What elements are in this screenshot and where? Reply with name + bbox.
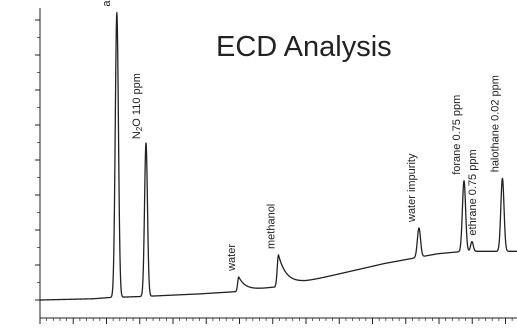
n2o-n: N [131, 131, 143, 139]
x-ticks [39, 318, 513, 324]
peak-label-ethrane: ethrane 0.75 ppm [467, 149, 479, 235]
peak-label-n2o: N2O 110 ppm [131, 73, 144, 139]
peak-label-water: water [226, 244, 238, 272]
axes [35, 8, 517, 324]
peak-label-air: air [101, 0, 113, 7]
peak-label-forane: forane 0.75 ppm [451, 95, 463, 175]
peak-label-halothane: halothane 0.02 ppm [489, 75, 501, 172]
n2o-subscript: 2 [135, 126, 144, 131]
n2o-rest: O 110 ppm [131, 73, 143, 127]
peak-labels: air N2O 110 ppm water methanol water imp… [101, 0, 502, 272]
peak-label-water-impurity: water impurity [406, 153, 418, 223]
chart-title: ECD Analysis [216, 31, 392, 63]
chromatogram-trace [39, 11, 517, 301]
peak-label-methanol: methanol [266, 204, 278, 249]
y-ticks [35, 19, 40, 301]
